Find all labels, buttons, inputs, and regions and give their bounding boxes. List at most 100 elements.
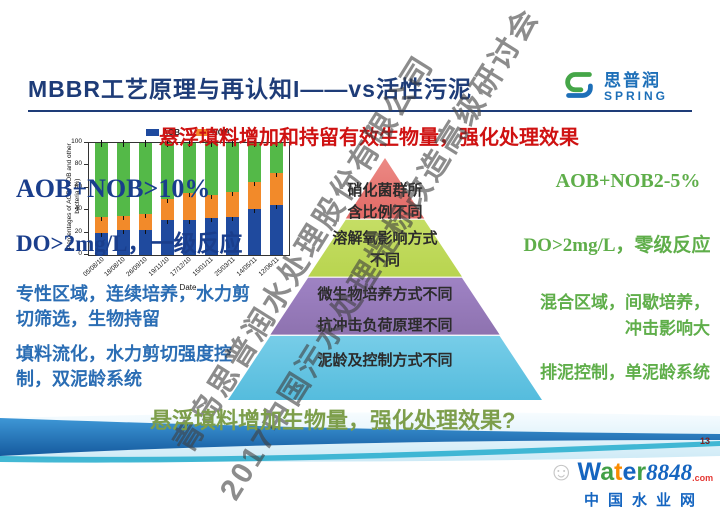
right-block-sludge: 排泥控制，单泥龄系统 <box>540 363 710 382</box>
pyramid-level-1-label: 硝化菌群所 含比例不同 <box>347 182 423 221</box>
segment-AOB <box>160 217 174 255</box>
bar-15/01/11 <box>204 140 218 255</box>
left-do-note: DO>2mg/L，一级反应 <box>16 231 243 256</box>
chart-xlabel: Date <box>179 283 197 292</box>
legend-item-NOB: NOB <box>196 128 230 137</box>
legend-swatch <box>146 129 160 136</box>
segment-NOB <box>182 190 196 221</box>
y-tick-mark <box>84 142 88 143</box>
spring-logo: 思普润 SPRING <box>560 66 668 109</box>
y-tick-label: 60 <box>74 182 82 190</box>
segment-other bacteria <box>204 140 218 195</box>
segment-AOB <box>95 229 108 255</box>
error-bar <box>101 140 102 148</box>
error-bar <box>144 140 146 148</box>
error-bar <box>210 191 212 199</box>
segment-other bacteria <box>160 140 174 200</box>
error-bar <box>122 212 124 220</box>
error-bar <box>188 217 190 225</box>
segment-other bacteria <box>226 140 240 193</box>
error-bar <box>188 190 190 198</box>
segment-other bacteria <box>138 140 152 214</box>
water8848-subtitle: 中国水业网 <box>584 492 705 509</box>
water8848-number: 8848 <box>646 460 693 485</box>
segment-AOB <box>116 227 130 255</box>
y-tick-mark <box>84 164 88 166</box>
segment-other bacteria <box>95 140 108 217</box>
left-block-fluidization: 填料流化，水力剪切强度控制，双泥龄系统 <box>16 344 232 390</box>
error-bar <box>166 196 168 204</box>
footer-wave-decoration <box>0 412 720 463</box>
left-block-region: 专性区域，连续培养，水力剪切筛选，生物持留 <box>16 284 250 330</box>
error-bar <box>254 206 256 214</box>
segment-AOB <box>204 215 218 255</box>
right-block-region: 混合区域，间歇培养，冲击影响大 <box>540 293 710 338</box>
error-bar <box>232 189 234 197</box>
pyramid-level-4 <box>228 335 542 400</box>
error-bar <box>101 213 102 221</box>
y-tick-label: 0 <box>78 250 82 257</box>
error-bar <box>254 179 256 187</box>
segment-NOB <box>95 213 108 233</box>
bar-26/09/10 <box>138 140 152 255</box>
comparison-pyramid: 硝化菌群所 含比例不同 溶解氧影响方式 不同 微生物培养方式不同 抗冲击负荷原理不同 … <box>228 158 542 400</box>
error-bar <box>276 140 278 148</box>
y-tick-mark <box>84 209 88 211</box>
pyramid-level-3-label: 微生物培养方式不同 抗冲击负荷原理不同 <box>317 286 453 334</box>
bar-14/05/11 <box>248 140 262 255</box>
error-bar <box>188 140 190 148</box>
error-bar <box>166 140 168 148</box>
segment-NOB <box>138 210 152 231</box>
chart-legend: AOB NOB <box>88 128 288 137</box>
segment-AOB <box>248 206 262 255</box>
segment-other bacteria <box>116 140 130 216</box>
error-bar <box>232 140 234 148</box>
segment-AOB <box>138 227 152 255</box>
segment-AOB <box>182 217 196 255</box>
spring-logo-name: 思普润 <box>604 70 661 90</box>
spring-logo-icon <box>560 66 598 109</box>
red-headline: 悬浮填料增加和持留有效生物量，强化处理效果 <box>159 127 579 149</box>
water8848-wordmark: Water <box>577 458 647 486</box>
smiley-sketch-icon: ☺ <box>548 456 575 486</box>
segment-other bacteria <box>270 140 284 174</box>
segment-AOB <box>226 213 240 255</box>
segment-other bacteria <box>248 140 262 183</box>
error-bar <box>232 213 234 221</box>
y-tick-mark <box>84 186 88 188</box>
segment-NOB <box>160 196 174 221</box>
legend-swatch <box>196 129 209 136</box>
title-divider <box>28 110 692 112</box>
spring-logo-subtitle: SPRING <box>604 89 669 104</box>
bar-17/12/10 <box>182 140 196 255</box>
segment-NOB <box>204 191 218 219</box>
right-aob-note: AOB+NOB2-5% <box>555 170 701 192</box>
y-tick-label: 40 <box>74 205 82 213</box>
error-bar <box>166 217 168 225</box>
error-bar <box>122 140 124 148</box>
y-tick-label: 20 <box>74 227 82 235</box>
y-tick-label: 100 <box>71 138 82 145</box>
pyramid-level-4-label: 泥龄及控制方式不同 <box>317 352 453 369</box>
segment-AOB <box>270 201 284 255</box>
error-bar <box>210 215 212 223</box>
y-tick-mark <box>84 231 88 233</box>
error-bar <box>210 140 212 148</box>
bar-12/06/11 <box>270 140 284 255</box>
segment-other bacteria <box>182 140 196 194</box>
page-number: 13 <box>700 436 711 446</box>
error-bar <box>254 140 256 148</box>
pyramid-level-3 <box>270 277 500 335</box>
segment-NOB <box>270 170 284 205</box>
water8848-com-suffix: .com <box>692 473 714 483</box>
aob-nob-stacked-bar-chart: AOB NOB Percentages of AOB, NOB and other… <box>30 128 298 298</box>
segment-NOB <box>226 189 240 217</box>
segment-NOB <box>248 179 262 210</box>
y-tick-label: 80 <box>74 160 82 168</box>
error-bar <box>276 170 278 178</box>
error-bar <box>101 229 102 237</box>
bar-18/08/10 <box>116 140 130 255</box>
error-bar <box>122 227 124 235</box>
error-bar <box>144 227 146 235</box>
